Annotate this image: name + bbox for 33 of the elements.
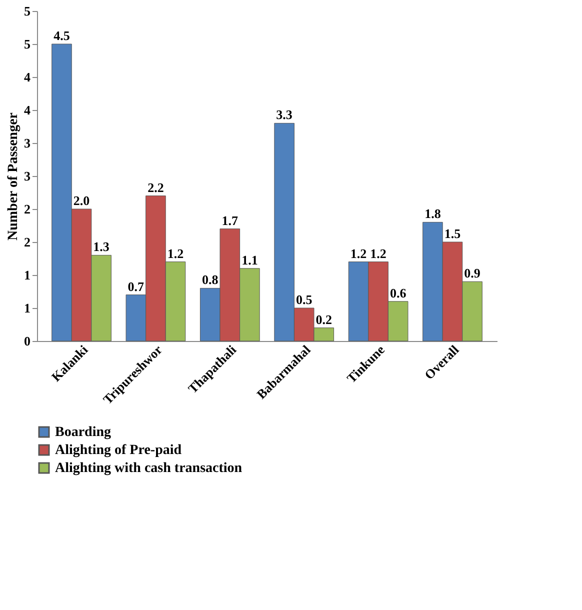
data-label: 1.8 bbox=[424, 206, 442, 222]
y-tick-label: 3 bbox=[24, 168, 31, 184]
data-label: 2.0 bbox=[73, 193, 90, 208]
data-label: 4.5 bbox=[54, 28, 70, 43]
legend-label: Alighting of Pre-paid bbox=[55, 443, 182, 458]
legend-label: Alighting with cash transaction bbox=[55, 461, 242, 476]
legend-label: Boarding bbox=[55, 425, 112, 440]
y-tick-label: 1 bbox=[24, 300, 30, 316]
data-label: 1.3 bbox=[93, 239, 110, 254]
data-label: 0.6 bbox=[390, 285, 407, 300]
data-label: 1.2 bbox=[350, 246, 367, 261]
y-tick-label: 5 bbox=[24, 36, 31, 52]
y-tick-label: 0 bbox=[24, 334, 30, 348]
y-tick-label: 3 bbox=[24, 136, 31, 150]
data-label: 3.3 bbox=[276, 107, 293, 122]
y-tick-label: 4 bbox=[24, 102, 31, 118]
data-label: 1.5 bbox=[444, 226, 462, 241]
y-tick-label: 2 bbox=[24, 202, 30, 216]
data-label: 0.9 bbox=[464, 266, 481, 281]
data-label: 2.2 bbox=[148, 180, 164, 195]
y-tick-label: 2 bbox=[24, 234, 30, 250]
data-label: 0.2 bbox=[316, 312, 332, 327]
data-label: 0.7 bbox=[128, 278, 145, 294]
data-label: 1.1 bbox=[242, 252, 258, 268]
data-label: 1.7 bbox=[222, 212, 239, 228]
y-axis-title: Number of Passenger bbox=[6, 112, 21, 241]
data-label: 0.8 bbox=[202, 272, 219, 288]
y-tick-label: 5 bbox=[24, 4, 31, 18]
data-label: 0.5 bbox=[296, 292, 313, 307]
data-label: 1.2 bbox=[370, 246, 386, 261]
data-label: 1.2 bbox=[167, 246, 184, 261]
y-tick-label: 1 bbox=[24, 268, 30, 282]
y-tick-label: 4 bbox=[24, 70, 31, 84]
